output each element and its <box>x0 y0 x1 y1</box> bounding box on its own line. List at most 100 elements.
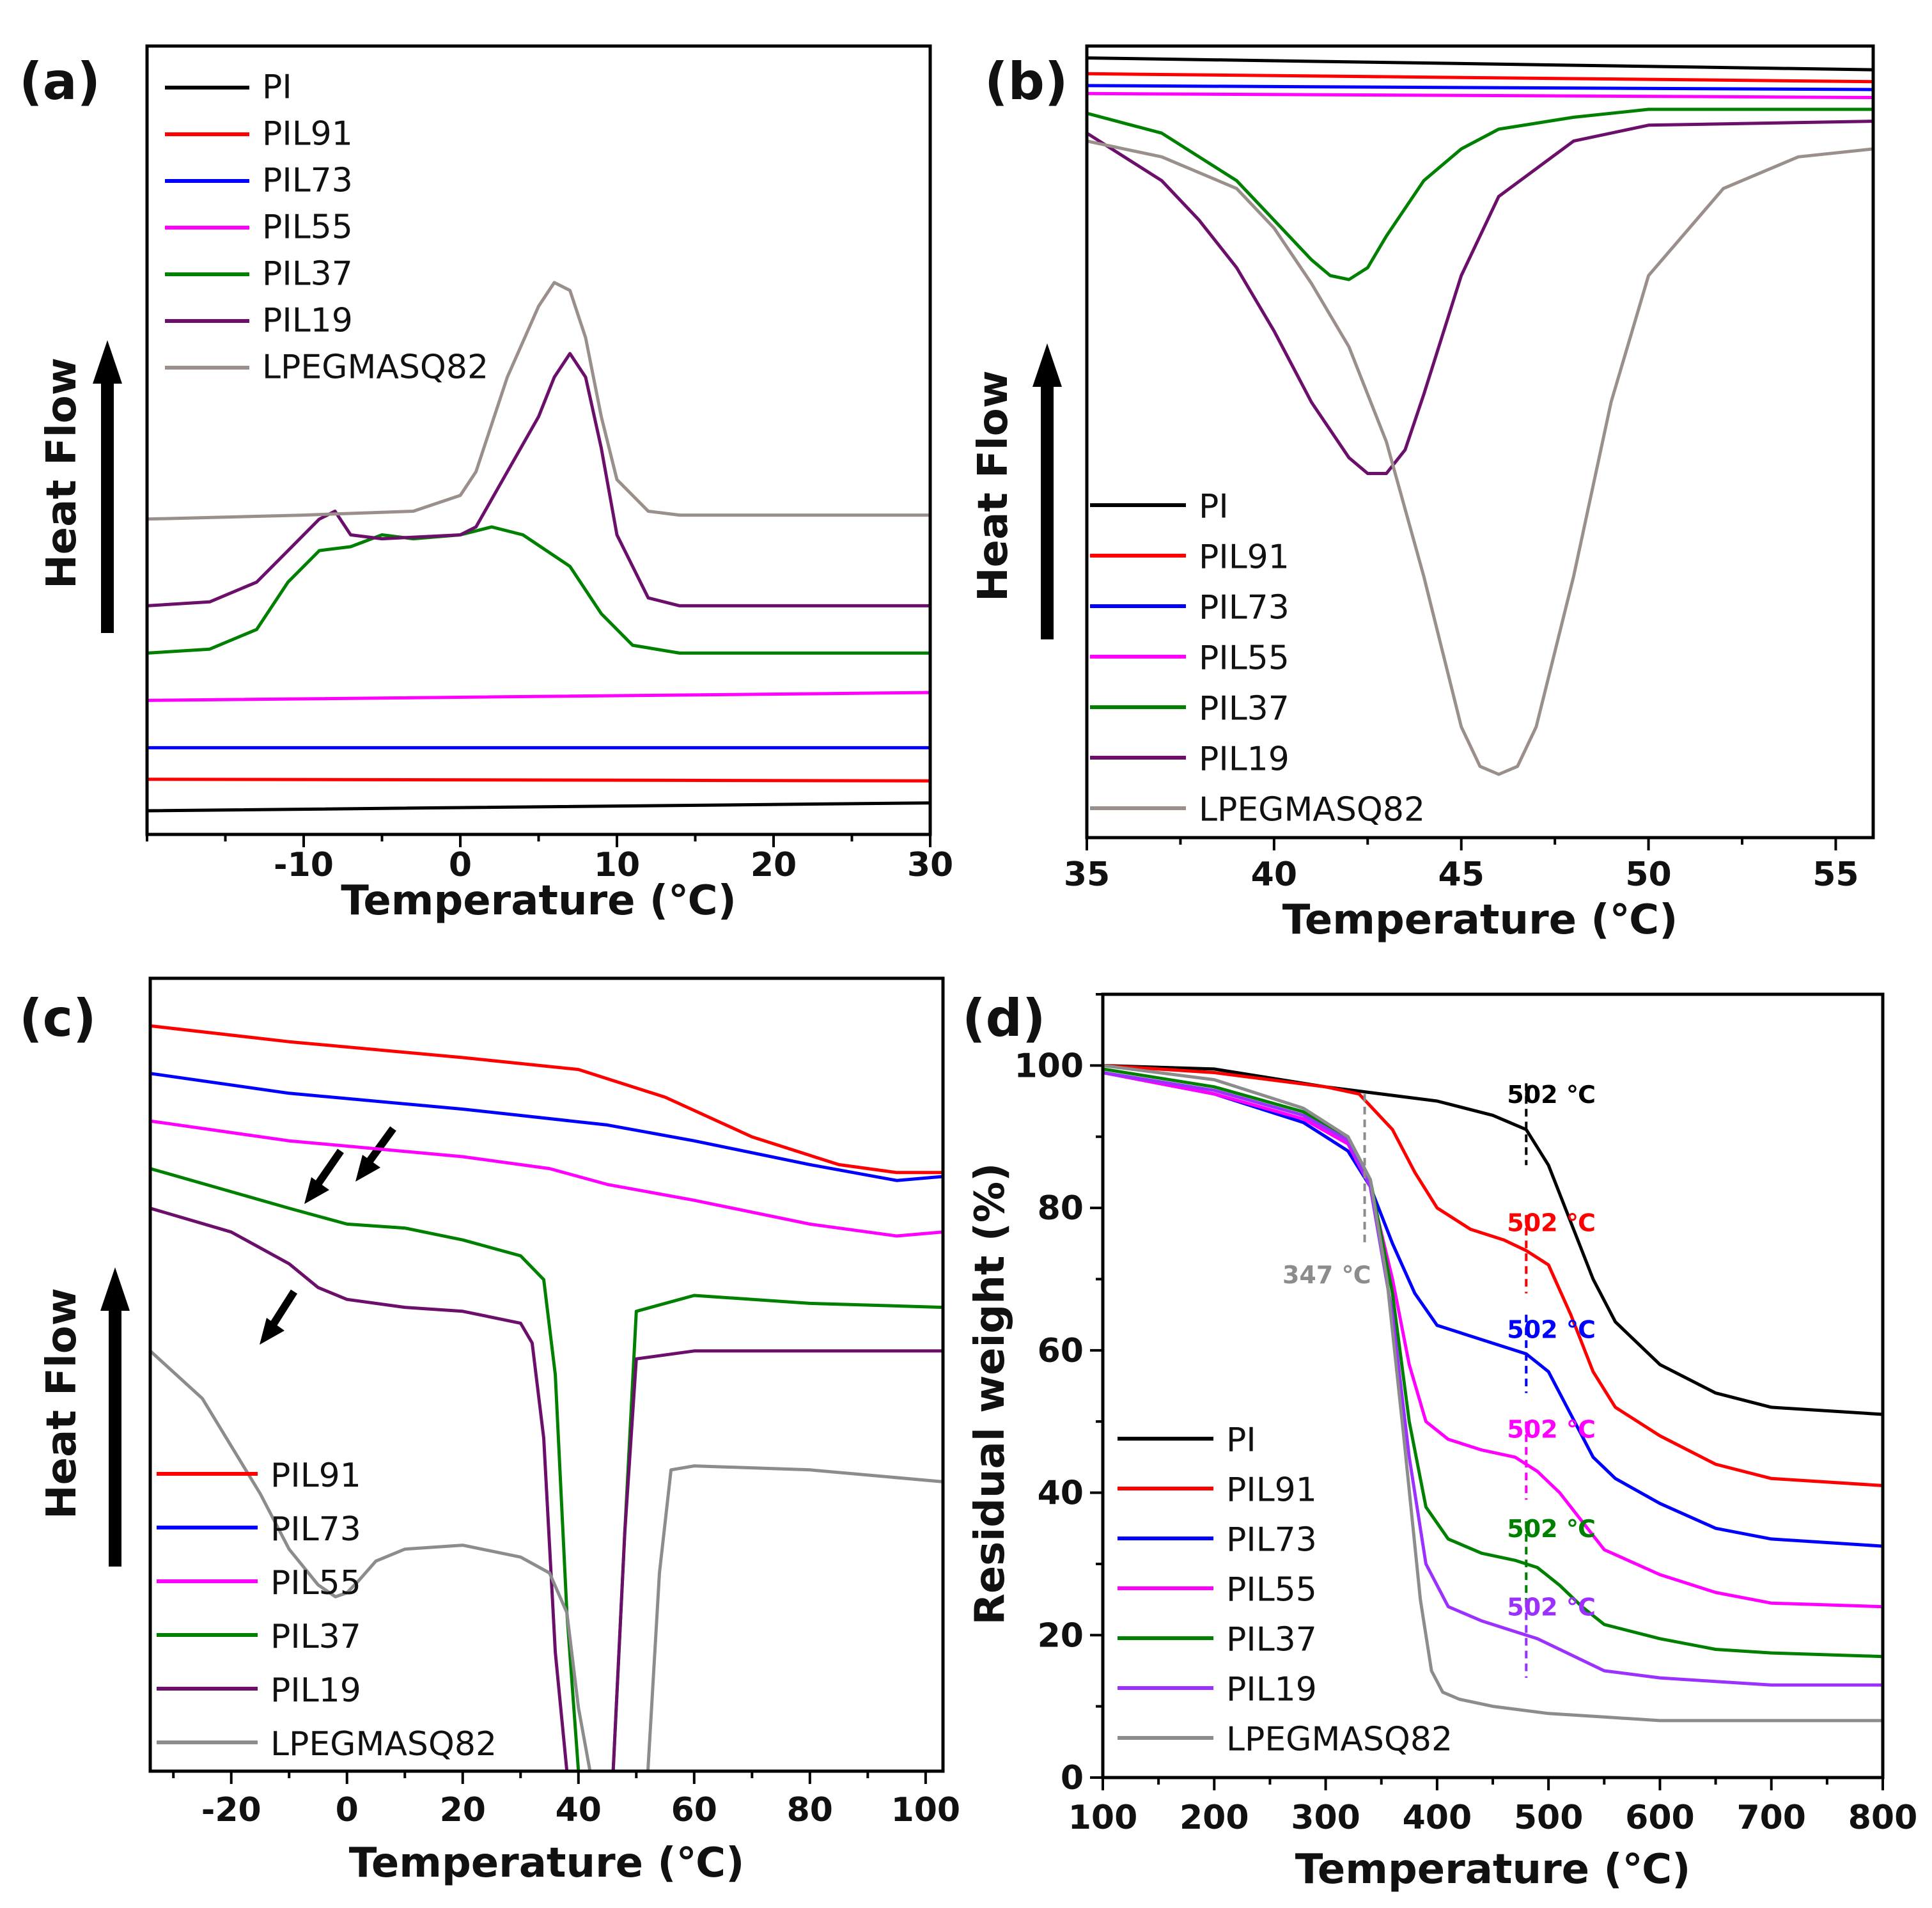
panel-b-y-axis-title: Heat Flow <box>970 370 1017 602</box>
series-lines <box>1103 1063 1883 1723</box>
series-line-pil91 <box>150 1024 943 1175</box>
x-axis-title: Temperature (℃) <box>341 877 736 925</box>
x-axis: -10 0 10 20 30 Temperature (℃) <box>146 834 953 925</box>
x-tick-label: 10 <box>594 846 640 884</box>
annotation-label: 502 ℃ <box>1507 1415 1596 1443</box>
plot-frame <box>1085 44 1875 840</box>
series-line-pil73 <box>1103 1071 1883 1548</box>
annotation-label: 502 ℃ <box>1507 1593 1596 1622</box>
x-axis-title: Temperature (℃) <box>1282 896 1678 944</box>
series-line-pil37 <box>150 1167 943 1771</box>
panel-c-y-axis-title: Heat Flow <box>38 1288 86 1519</box>
tg-arrow-icon <box>304 1148 344 1204</box>
panel-a-y-axis-title: Heat Flow <box>38 357 86 589</box>
legend-entry: LPEGMASQ82 <box>1199 790 1425 829</box>
panel-b-label: (b) <box>985 52 1068 111</box>
legend-entry: PIL73 <box>1226 1521 1317 1559</box>
legend-entry: PIL37 <box>270 1618 361 1656</box>
panel-b: (b) Heat Flow 35 40 45 50 55 Temperature (℃) P… <box>970 44 1875 944</box>
legend-entry: PIL19 <box>262 302 353 340</box>
series-line-pil55 <box>147 691 930 702</box>
x-tick-label: 80 <box>787 1791 833 1829</box>
tg-arrow-icon <box>355 1126 396 1182</box>
x-tick-label: 200 <box>1180 1799 1249 1837</box>
x-tick-label: 20 <box>751 846 797 884</box>
x-axis: 35 40 45 50 55 Temperature (℃) <box>1064 838 1859 944</box>
series-lines <box>147 281 930 813</box>
annotation-label: 502 ℃ <box>1507 1208 1596 1237</box>
legend-entry: PIL37 <box>1226 1620 1317 1659</box>
y-axis: 0 20 40 60 80 100 <box>1014 993 1103 1797</box>
annotation-label: 347 ℃ <box>1282 1261 1371 1289</box>
x-tick-label: 35 <box>1064 856 1110 894</box>
legend-entry: PIL37 <box>262 255 353 293</box>
tg-arrow-icon <box>260 1289 298 1345</box>
plot-frame <box>148 976 945 1773</box>
legend-entry: LPEGMASQ82 <box>262 348 488 387</box>
x-tick-label: 50 <box>1625 856 1671 894</box>
series-line-pil55 <box>150 1119 943 1238</box>
legend-entry: LPEGMASQ82 <box>1226 1720 1453 1758</box>
series-line-pil19 <box>1087 120 1873 475</box>
y-tick-label: 60 <box>1038 1332 1084 1370</box>
x-tick-label: 40 <box>556 1791 602 1829</box>
series-line-lpegmasq82 <box>1087 139 1873 776</box>
y-tick-label: 80 <box>1038 1189 1084 1228</box>
x-tick-label: 600 <box>1625 1799 1695 1837</box>
legend-entry: PIL55 <box>1199 639 1289 677</box>
panel-d: (d) Residual weight (%) 100 200 300 400 500 6… <box>962 989 1917 1893</box>
legend-entry: PIL91 <box>1226 1471 1317 1509</box>
series-lines <box>1087 56 1873 776</box>
x-tick-label: 700 <box>1736 1799 1806 1837</box>
x-tick-label: 55 <box>1812 856 1858 894</box>
legend: PI PIL91 PIL73 PIL55 PIL37 PIL19 LPEGMASQ82 <box>1090 487 1425 829</box>
annotation-label: 502 ℃ <box>1507 1515 1596 1543</box>
x-tick-label: 100 <box>1068 1799 1138 1837</box>
series-line-pil19 <box>1103 1071 1883 1687</box>
x-axis-title: Temperature (℃) <box>349 1840 745 1887</box>
annotation-label: 502 ℃ <box>1507 1315 1596 1343</box>
legend-entry: PI <box>1199 487 1229 526</box>
legend-entry: PIL91 <box>270 1457 361 1495</box>
x-axis: -20 0 20 40 60 80 100 Temperature (℃) <box>172 1771 960 1887</box>
series-line-lpegmasq82 <box>150 1349 943 1771</box>
annotation-label: 502 ℃ <box>1507 1081 1596 1109</box>
series-line-pil37 <box>1087 107 1873 281</box>
legend-entry: LPEGMASQ82 <box>270 1725 497 1763</box>
x-tick-label: -10 <box>274 846 334 884</box>
legend-entry: PIL73 <box>1199 588 1289 627</box>
legend-entry: PIL19 <box>270 1671 361 1710</box>
panel-a-heat-flow-axis-label: Heat Flow <box>38 340 122 633</box>
legend-entry: PIL19 <box>1199 740 1289 778</box>
series-line-pil19 <box>147 352 930 607</box>
legend-entry: PI <box>1226 1421 1256 1459</box>
legend-entry: PI <box>262 68 292 107</box>
panel-c-label: (c) <box>19 989 97 1048</box>
x-tick-label: 60 <box>671 1791 717 1829</box>
legend-entry: PIL73 <box>270 1510 361 1549</box>
x-tick-label: 45 <box>1438 856 1484 894</box>
x-tick-label: -20 <box>201 1791 261 1829</box>
legend: PI PIL91 PIL73 PIL55 PIL37 PIL19 LPEGMASQ82 <box>1118 1421 1453 1758</box>
series-line-pil55 <box>1087 91 1873 99</box>
legend-entry: PIL19 <box>1226 1670 1317 1709</box>
series-line-pi <box>1087 56 1873 72</box>
series-line-pil19 <box>150 1207 943 1771</box>
legend-entry: PIL37 <box>1199 689 1289 728</box>
x-axis: 100 200 300 400 500 600 700 800 Temperature (℃) <box>1068 1778 1917 1893</box>
series-line-pil91 <box>1103 1063 1883 1487</box>
legend: PIL91 PIL73 PIL55 PIL37 PIL19 LPEGMASQ82 <box>157 1457 497 1763</box>
legend-entry: PIL55 <box>262 208 353 247</box>
x-tick-label: 0 <box>449 846 472 884</box>
panel-c: (c) Heat Flow -20 0 20 40 60 80 100 Temperature… <box>19 976 960 1887</box>
series-lines <box>150 1024 943 1771</box>
series-line-pil73 <box>150 1072 943 1182</box>
x-tick-label: 0 <box>336 1791 359 1829</box>
series-line-lpegmasq82 <box>147 281 930 521</box>
series-line-lpegmasq82 <box>1103 1063 1883 1723</box>
x-tick-label: 300 <box>1291 1799 1360 1837</box>
series-line-pi <box>147 801 930 813</box>
x-tick-label: 400 <box>1403 1799 1472 1837</box>
x-tick-label: 40 <box>1251 856 1297 894</box>
